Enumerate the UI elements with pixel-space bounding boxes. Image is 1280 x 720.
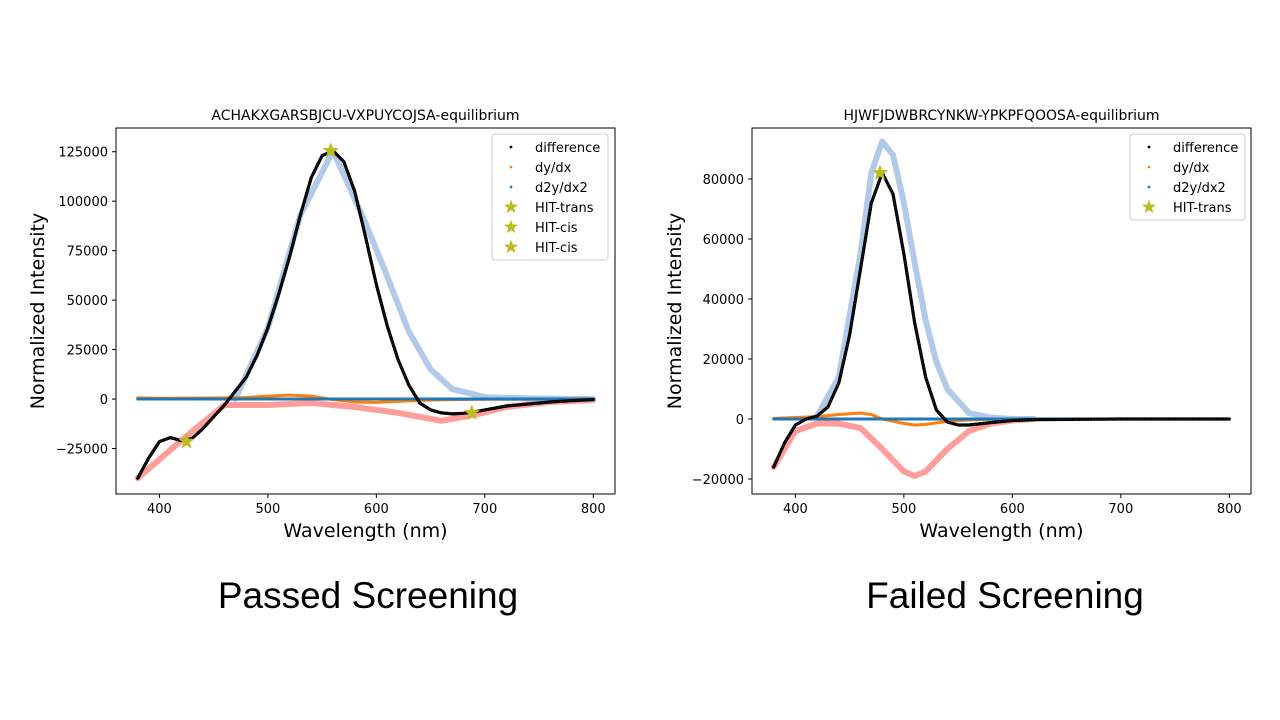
chart-title: ACHAKXGARSBJCU-VXPUYCOJSA-equilibrium	[211, 108, 519, 124]
y-tick-label: −25000	[56, 442, 108, 457]
y-tick-label: 0	[100, 393, 108, 408]
legend-label: d2y/dx2	[1173, 181, 1226, 196]
series-difference-envelope-upper	[814, 138, 1037, 422]
y-tick-label: 20000	[703, 353, 744, 368]
marker-hit-cis-3	[463, 404, 481, 420]
y-tick-label: 125000	[58, 146, 108, 161]
legend-label: HIT-trans	[1173, 201, 1232, 216]
y-tick-label: 25000	[67, 344, 108, 359]
x-axis-label: Wavelength (nm)	[283, 520, 447, 542]
plot-area	[770, 138, 1231, 479]
legend-marker-dot-icon	[509, 185, 513, 189]
marker-hit-cis-2	[178, 432, 195, 449]
legend-marker-star-icon	[1141, 199, 1157, 214]
legend-marker-star-icon	[503, 219, 519, 234]
legend-label: HIT-cis	[535, 241, 578, 256]
x-tick-label: 400	[147, 502, 172, 517]
caption-failed-screening: Failed Screening	[866, 575, 1144, 616]
caption-passed-screening: Passed Screening	[217, 575, 519, 616]
legend: difference dy/dx d2y/dx2 HIT-trans	[1129, 133, 1246, 221]
y-axis-label: Normalized Intensity	[664, 213, 686, 410]
series-difference-envelope-lower	[134, 397, 597, 482]
chart-1: ACHAKXGARSBJCU-VXPUYCOJSA-equilibrium Wav…	[27, 108, 616, 542]
legend-marker-star-icon	[503, 239, 519, 254]
legend-label: dy/dx	[535, 161, 572, 176]
x-tick-label: 500	[891, 502, 916, 517]
y-tick-label: 100000	[58, 195, 108, 210]
legend-marker-star-icon	[503, 199, 519, 214]
y-axis-label: Normalized Intensity	[27, 213, 49, 410]
x-tick-label: 800	[581, 502, 606, 517]
legend-label: difference	[1173, 141, 1238, 156]
x-tick-label: 700	[1108, 502, 1133, 517]
chart-2: HJWFJDWBRCYNKW-YPKPFQOOSA-equilibrium Wav…	[664, 108, 1252, 542]
y-tick-label: 75000	[67, 245, 108, 260]
y-tick-label: 40000	[703, 293, 744, 308]
y-tick-label: −20000	[692, 473, 744, 488]
legend-box	[491, 133, 609, 261]
legend: difference dy/dx d2y/dx2 HIT-trans HIT-cis HI…	[491, 133, 609, 261]
x-tick-label: 700	[472, 502, 497, 517]
y-tick-label: 50000	[67, 294, 108, 309]
x-tick-label: 600	[1000, 502, 1025, 517]
legend-label: difference	[535, 141, 600, 156]
plot-frame	[115, 127, 616, 495]
marker-hit-trans-1	[322, 142, 340, 158]
legend-label: dy/dx	[1173, 161, 1210, 176]
series-difference-dots	[773, 171, 1230, 468]
y-tick-label: 80000	[703, 173, 744, 188]
series-difference-envelope-lower	[770, 416, 1037, 479]
legend-box	[1129, 133, 1246, 221]
legend-marker-dot-icon	[1147, 145, 1151, 149]
legend-marker-dot-icon	[509, 145, 513, 149]
x-tick-label: 600	[364, 502, 389, 517]
chart-title: HJWFJDWBRCYNKW-YPKPFQOOSA-equilibrium	[843, 108, 1159, 124]
plot-frame	[751, 127, 1252, 495]
y-tick-label: 0	[736, 413, 744, 428]
x-tick-label: 400	[783, 502, 808, 517]
legend-label: HIT-cis	[535, 221, 578, 236]
legend-label: HIT-trans	[535, 201, 594, 216]
x-tick-label: 800	[1217, 502, 1242, 517]
x-axis-label: Wavelength (nm)	[919, 520, 1083, 542]
legend-marker-dot-icon	[509, 165, 513, 169]
legend-marker-dot-icon	[1147, 165, 1151, 169]
marker-hit-trans-1	[871, 164, 889, 181]
x-tick-label: 500	[255, 502, 280, 517]
legend-label: d2y/dx2	[535, 181, 588, 196]
y-tick-label: 60000	[703, 233, 744, 248]
legend-marker-dot-icon	[1147, 185, 1151, 189]
